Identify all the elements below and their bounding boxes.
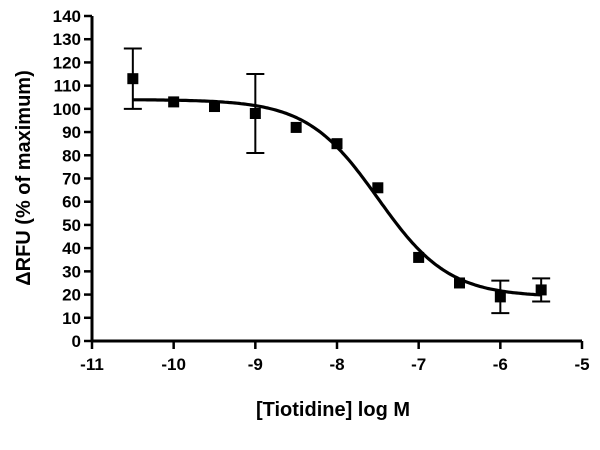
data-point xyxy=(168,96,180,108)
y-ticks: 0 10 20 30 40 50 60 70 80 90 100 110 120 130 140 xyxy=(53,7,92,351)
y-tick-label: 50 xyxy=(62,216,81,235)
x-tick-label: -9 xyxy=(248,355,263,374)
fit-curve xyxy=(132,98,542,297)
y-tick-label: 60 xyxy=(62,193,81,212)
y-tick-label: 0 xyxy=(72,332,81,351)
y-tick-label: 80 xyxy=(62,146,81,165)
data-point xyxy=(494,291,506,303)
x-tick-label: -10 xyxy=(161,355,186,374)
data-point xyxy=(249,108,261,119)
y-tick-label: 140 xyxy=(53,7,81,26)
data-point xyxy=(454,277,465,289)
x-tick-label: -7 xyxy=(411,355,426,374)
x-tick-label: -8 xyxy=(329,355,344,374)
error-bars xyxy=(123,47,551,315)
y-tick-label: 20 xyxy=(62,286,81,305)
y-tick-label: 90 xyxy=(62,123,81,142)
x-tick-label: -5 xyxy=(574,355,589,374)
data-point xyxy=(372,182,384,194)
data-point xyxy=(209,101,220,113)
y-tick-label: 10 xyxy=(62,309,81,328)
y-tick-label: 100 xyxy=(53,100,81,119)
y-tick-label: 70 xyxy=(62,170,81,189)
data-point xyxy=(413,251,425,263)
x-tick-label: -6 xyxy=(493,355,508,374)
x-tick-label: -11 xyxy=(80,355,104,374)
data-point xyxy=(331,138,343,150)
y-tick-label: 110 xyxy=(54,77,81,96)
y-tick-label: 130 xyxy=(53,30,81,49)
data-point xyxy=(290,121,302,133)
data-point xyxy=(535,284,547,296)
y-tick-label: 40 xyxy=(62,239,81,258)
data-point xyxy=(127,73,139,85)
y-tick-label: 30 xyxy=(62,262,81,281)
data-markers xyxy=(127,73,547,303)
y-tick-label: 120 xyxy=(53,53,81,72)
y-axis-title: ΔRFU (% of maximum) xyxy=(13,70,35,286)
x-axis-title: [Tiotidine] log M xyxy=(256,399,410,421)
x-ticks: -11 -10 -9 -8 -7 -6 -5 xyxy=(80,341,590,374)
